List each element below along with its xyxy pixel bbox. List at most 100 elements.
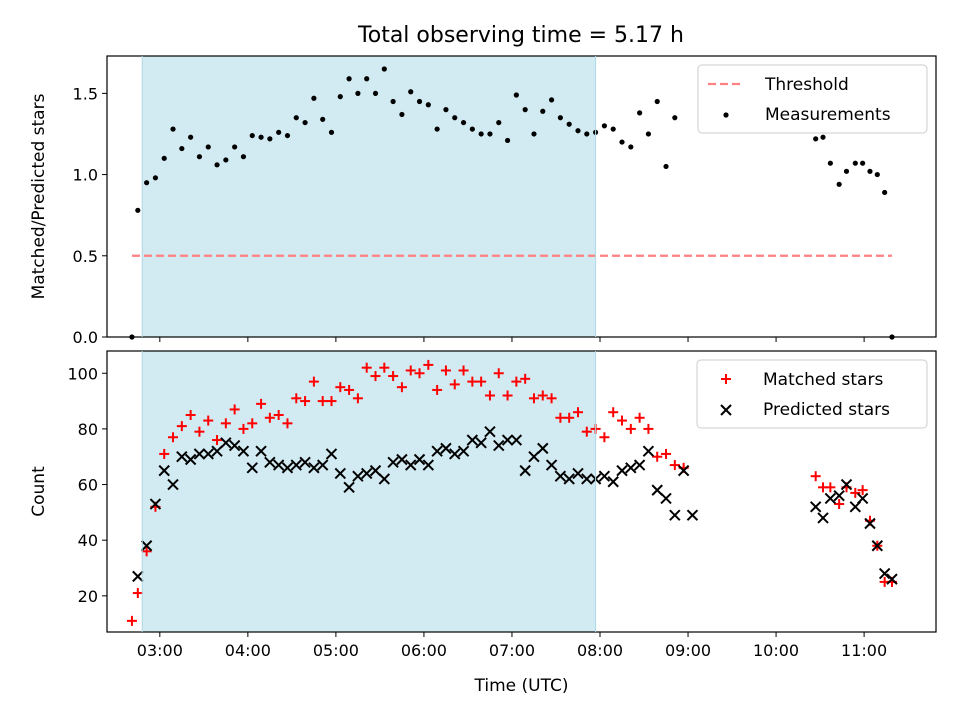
predicted-star-point-b: [677, 464, 690, 477]
y-tick-label: 1.5: [73, 84, 98, 103]
predicted-star-point: [316, 459, 329, 471]
measurement-point: [443, 107, 449, 113]
matched-star-point: [379, 362, 390, 373]
predicted-star-point: [572, 467, 584, 480]
y-tick-label: 20: [78, 587, 98, 606]
predicted-star-point: [651, 484, 663, 496]
measurement-point: [672, 115, 678, 121]
predicted-star-point-b: [299, 456, 311, 468]
matched-star-point: [449, 379, 460, 390]
predicted-star-point-b: [545, 459, 558, 471]
predicted-star-point: [563, 473, 575, 485]
predicted-star-point-b: [387, 456, 399, 468]
predicted-star-point-b: [510, 434, 523, 446]
predicted-star-point-b: [537, 442, 549, 455]
predicted-star-point-b: [264, 456, 276, 468]
predicted-star-point: [308, 462, 320, 474]
ratio-shaded-span: [142, 56, 596, 337]
predicted-star-point-b: [651, 484, 663, 496]
measurement-point: [249, 132, 255, 139]
predicted-star-point-b: [140, 540, 153, 552]
predicted-star-point-b: [528, 451, 540, 463]
predicted-star-point: [334, 467, 347, 480]
measurement-point: [214, 162, 220, 168]
predicted-star-point-b: [598, 470, 611, 482]
measurement-point: [827, 160, 833, 166]
x-tick-label: 05:00: [313, 641, 359, 660]
predicted-star-point: [396, 453, 408, 466]
matched-star-point: [300, 396, 311, 407]
predicted-star-point: [228, 439, 241, 452]
predicted-star-point-b: [581, 473, 593, 485]
predicted-star-point: [864, 517, 876, 530]
measurement-point: [232, 144, 238, 150]
measurement-points: [129, 66, 895, 340]
predicted-star-point-b: [149, 498, 162, 510]
predicted-star-point-b: [616, 464, 628, 477]
measurement-point: [460, 119, 467, 126]
predicted-star-point-b: [607, 476, 619, 488]
predicted-star-point-b: [878, 567, 891, 580]
measurement-point: [425, 102, 431, 108]
predicted-star-point-b: [686, 509, 699, 521]
measurement-point: [645, 131, 652, 137]
x-tick-label: 09:00: [665, 641, 711, 660]
measurement-point: [469, 126, 475, 132]
matched-star-point: [370, 371, 381, 382]
predicted-star-point: [264, 456, 276, 468]
predicted-star-point: [475, 437, 487, 449]
matched-star-point: [335, 382, 346, 393]
measurement-point: [311, 95, 317, 101]
measurement-point: [293, 115, 299, 121]
matched-star-point: [176, 421, 187, 432]
measurement-point: [328, 129, 335, 135]
predicted-star-point: [202, 448, 214, 460]
predicted-star-point: [554, 470, 567, 482]
predicted-star-point-b: [369, 464, 382, 477]
predicted-star-point: [607, 476, 619, 488]
matched-star-point: [528, 393, 539, 404]
matched-star-point: [634, 412, 645, 423]
matched-star-point: [361, 362, 372, 373]
matched-star-point: [126, 615, 137, 626]
matched-star-point: [317, 396, 328, 407]
predicted-star-point-b: [360, 467, 373, 480]
predicted-star-point-b: [211, 445, 223, 457]
predicted-star-point: [360, 467, 373, 480]
predicted-star-point-b: [440, 442, 452, 455]
x-tick-label: 06:00: [401, 641, 447, 660]
matched-swatch-mark: [721, 374, 731, 384]
measurement-point: [575, 128, 581, 134]
matched-star-point: [493, 368, 504, 379]
predicted-star-point-b: [308, 462, 320, 474]
matched-star-point: [555, 412, 566, 423]
predicted-star-point: [598, 470, 611, 482]
measurement-point: [654, 98, 660, 105]
ratio-legend-box: [697, 64, 928, 134]
predicted-star-point: [449, 448, 461, 460]
predicted-star-point: [817, 512, 829, 524]
measurement-point: [223, 157, 229, 163]
predicted-star-point-b: [272, 459, 285, 471]
predicted-star-point-b: [669, 509, 681, 521]
matched-star-point: [308, 376, 319, 387]
count-y-axis-label: Count: [29, 466, 49, 517]
measurement-point: [628, 144, 634, 150]
measurement-point: [399, 111, 405, 118]
predicted-star-point: [132, 570, 144, 583]
matched-star-point: [141, 546, 152, 557]
ratio-x-ticks: [159, 337, 865, 342]
predicted-star-point: [686, 509, 699, 521]
matched-star-point: [652, 451, 663, 462]
predicted-star-point-b: [886, 573, 898, 585]
predicted-star-point: [840, 478, 853, 491]
measurement-point: [144, 180, 150, 186]
predicted-star-point: [387, 456, 399, 468]
ratio-axes-frame: [106, 55, 937, 338]
predicted-star-point-b: [864, 517, 876, 530]
measurement-point: [557, 115, 563, 121]
measurement-point: [381, 66, 387, 72]
x-tick-label: 10:00: [753, 641, 799, 660]
predicted-star-point: [824, 492, 837, 505]
measurement-point: [852, 160, 858, 166]
